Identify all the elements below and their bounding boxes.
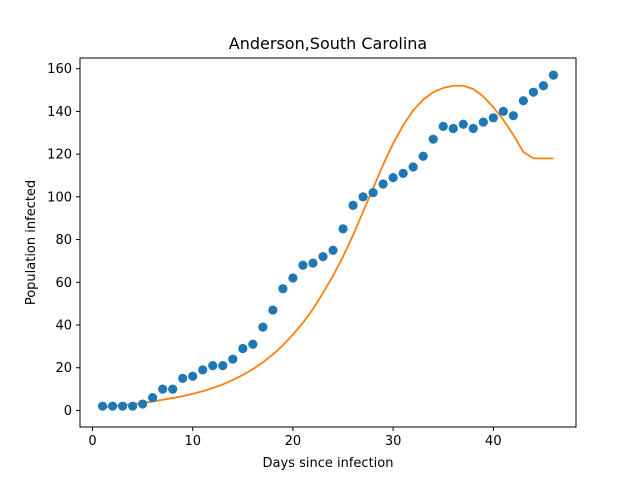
scatter-point — [478, 117, 488, 127]
scatter-point — [508, 111, 518, 121]
scatter-point — [338, 224, 348, 234]
y-axis-label: Population infected — [24, 180, 39, 305]
scatter-point — [288, 273, 298, 283]
scatter-point — [117, 401, 128, 411]
scatter-point — [458, 119, 468, 129]
scatter-point — [97, 401, 108, 411]
scatter-point — [428, 134, 438, 144]
x-tick-label: 20 — [285, 434, 302, 449]
scatter-point — [248, 339, 258, 349]
scatter-point — [278, 284, 288, 294]
plot-marks — [97, 70, 559, 411]
scatter-point — [107, 401, 118, 411]
x-tick-label: 30 — [385, 434, 402, 449]
scatter-point — [408, 162, 418, 172]
y-tick-label: 20 — [55, 361, 72, 376]
scatter-point — [128, 401, 138, 411]
scatter-point — [188, 371, 198, 381]
y-tick-label: 120 — [47, 148, 72, 163]
y-tick-label: 160 — [47, 62, 72, 77]
scatter-point — [518, 96, 528, 106]
scatter-point — [178, 373, 188, 384]
y-tick-label: 40 — [55, 319, 72, 334]
y-tick-label: 140 — [47, 105, 72, 120]
x-axis-label: Days since infection — [263, 456, 394, 471]
series-line-1 — [102, 84, 554, 409]
y-tick-label: 60 — [55, 276, 72, 291]
scatter-point — [548, 70, 559, 80]
scatter-point — [168, 384, 178, 394]
scatter-point — [218, 360, 228, 371]
scatter-point — [258, 322, 268, 332]
scatter-point — [138, 399, 148, 409]
scatter-point — [318, 252, 328, 262]
x-tick-label: 10 — [184, 434, 201, 449]
scatter-point — [308, 258, 318, 268]
scatter-point — [238, 343, 248, 354]
scatter-point — [268, 305, 278, 315]
y-axis: 0 20 40 60 80 100 120 140 160 — [47, 62, 80, 419]
y-tick-label: 100 — [47, 190, 72, 205]
scatter-point — [448, 123, 458, 134]
scatter-point — [488, 113, 498, 123]
plot-frame — [79, 57, 577, 428]
scatter-point — [468, 123, 478, 134]
scatter-point — [528, 87, 539, 97]
scatter-point — [538, 81, 549, 91]
y-tick-label: 0 — [64, 404, 72, 419]
scatter-point — [498, 106, 508, 116]
scatter-point — [418, 151, 428, 161]
scatter-point — [298, 260, 308, 270]
scatter-point — [378, 179, 388, 189]
scatter-point — [158, 384, 168, 394]
scatter-point — [388, 173, 398, 183]
scatter-point — [398, 168, 408, 178]
chart-title: Anderson,South Carolina — [229, 34, 427, 53]
scatter-point — [228, 354, 238, 364]
x-tick-label: 40 — [485, 434, 502, 449]
y-tick-label: 80 — [55, 233, 72, 248]
scatter-point — [368, 187, 378, 198]
scatter-point — [438, 121, 448, 131]
x-axis: 0 10 20 30 40 — [88, 427, 502, 449]
scatter-point — [208, 360, 218, 371]
scatter-point — [348, 200, 358, 210]
scatter-point — [328, 245, 338, 255]
scatter-point — [358, 192, 368, 202]
scatter-point — [198, 365, 208, 375]
x-tick-label: 0 — [88, 434, 96, 449]
scatter-point — [148, 393, 158, 403]
